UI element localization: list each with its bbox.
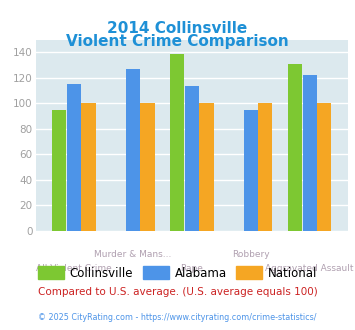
Text: 2014 Collinsville: 2014 Collinsville [107,20,248,36]
Bar [52,110,66,231]
Text: Compared to U.S. average. (U.S. average equals 100): Compared to U.S. average. (U.S. average … [38,287,317,297]
Text: Aggravated Assault: Aggravated Assault [265,264,354,273]
Bar [185,85,199,231]
Bar [317,103,332,231]
Text: All Violent Crime: All Violent Crime [36,264,112,273]
Bar [244,110,258,231]
Bar [200,103,213,231]
Text: Murder & Mans...: Murder & Mans... [94,250,171,259]
Text: Violent Crime Comparison: Violent Crime Comparison [66,34,289,49]
Bar [126,69,140,231]
Bar [141,103,154,231]
Text: © 2025 CityRating.com - https://www.cityrating.com/crime-statistics/: © 2025 CityRating.com - https://www.city… [38,313,317,322]
Bar [82,103,95,231]
Bar [288,64,302,231]
Text: Rape: Rape [180,264,203,273]
Bar [302,75,317,231]
Text: Robbery: Robbery [232,250,269,259]
Legend: Collinsville, Alabama, National: Collinsville, Alabama, National [33,262,322,284]
Bar [170,54,184,231]
Bar [258,103,272,231]
Bar [67,84,81,231]
